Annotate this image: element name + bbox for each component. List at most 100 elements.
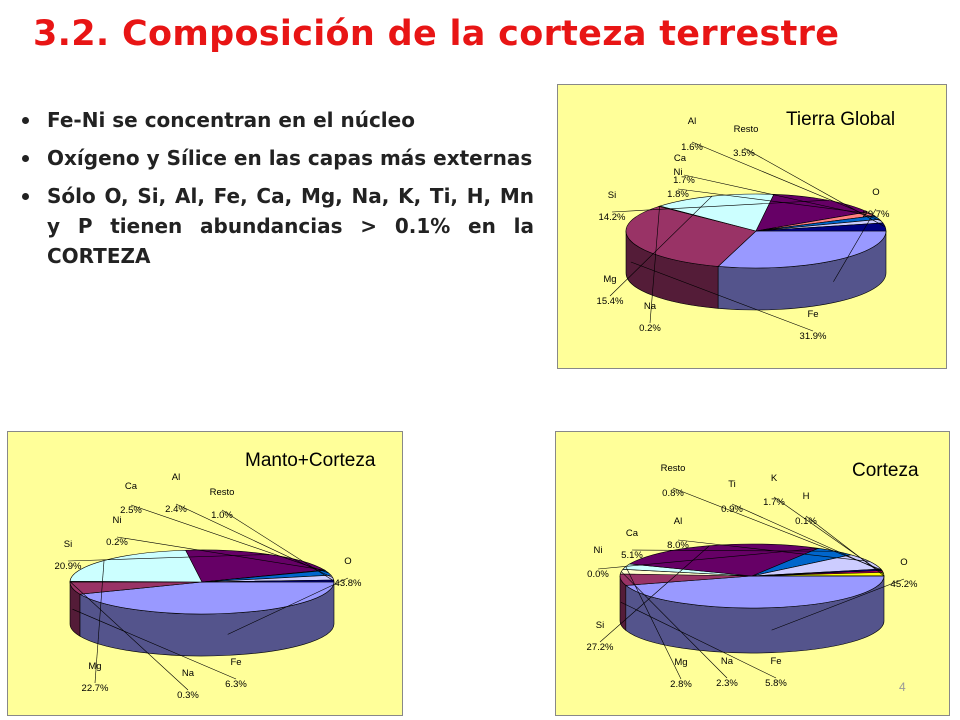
slice-label-si: Si xyxy=(64,539,72,550)
slice-label-o: O xyxy=(344,556,351,567)
leader-line-al xyxy=(175,503,333,578)
slice-label-ca: Ca xyxy=(626,528,639,539)
slice-value-resto: 1.0% xyxy=(211,510,233,521)
leader-line-k xyxy=(773,496,884,575)
leader-line-fe xyxy=(620,601,777,679)
slice-value-h: 0.1% xyxy=(795,516,817,527)
slice-value-ca: 1.7% xyxy=(673,175,695,186)
slice-value-fe: 31.9% xyxy=(800,331,827,342)
leader-line-mg xyxy=(609,195,713,297)
slice-value-o: 29.7% xyxy=(863,209,890,220)
slice-value-ca: 5.1% xyxy=(621,550,643,561)
slice-label-na: Na xyxy=(644,301,657,312)
pie-slice-mg xyxy=(69,549,203,583)
bullet-dot-icon xyxy=(22,117,29,124)
pie-slice-resto xyxy=(201,579,335,583)
leader-line-na xyxy=(69,581,189,691)
slice-label-ni: Ni xyxy=(594,545,603,556)
slice-label-mg: Mg xyxy=(674,657,687,668)
slice-label-h: H xyxy=(803,491,810,502)
leader-line-mg xyxy=(94,560,105,684)
chart-manto-corteza: O 43.8% Fe 6.3% Na 0.3% Mg 22.7% Si 20.9% Ni 0.2% Ca… xyxy=(7,431,403,716)
slice-value-ni: 0.2% xyxy=(106,537,128,548)
leader-line-ca xyxy=(631,549,836,552)
slice-value-si: 27.2% xyxy=(587,642,614,653)
bullet-dot-icon xyxy=(22,155,29,162)
slice-value-ti: 0.9% xyxy=(721,504,743,515)
slide-title: 3.2. Composición de la corteza terrestre xyxy=(33,14,840,54)
slice-label-mg: Mg xyxy=(603,274,616,285)
slice-value-al: 8.0% xyxy=(667,540,689,551)
slice-label-na: Na xyxy=(182,668,195,679)
slice-value-mg: 2.8% xyxy=(670,679,692,690)
slice-label-fe: Fe xyxy=(230,657,241,668)
pie-chart-manto-corteza: O 43.8% Fe 6.3% Na 0.3% Mg 22.7% Si 20.9% Ni 0.2% Ca… xyxy=(55,450,376,701)
bullet-list: Fe-Ni se concentran en el núcleo Oxígeno… xyxy=(22,105,534,279)
slice-label-o: O xyxy=(900,557,907,568)
slice-value-al: 2.4% xyxy=(165,504,187,515)
leader-line-o xyxy=(227,577,349,635)
leader-line-ni xyxy=(116,536,325,571)
slice-value-mg: 22.7% xyxy=(82,683,109,694)
slice-value-mg: 15.4% xyxy=(597,296,624,307)
slice-value-si: 20.9% xyxy=(55,561,82,572)
slice-value-fe: 6.3% xyxy=(225,679,247,690)
chart-title: Corteza xyxy=(852,460,919,481)
bullet-text: Fe-Ni se concentran en el núcleo xyxy=(47,108,415,132)
leader-line-mg xyxy=(625,566,682,680)
leader-line-al xyxy=(677,539,870,562)
leader-line-na xyxy=(649,206,660,324)
slice-value-na: 0.3% xyxy=(177,690,199,701)
slice-label-o: O xyxy=(872,187,879,198)
leader-line-ca xyxy=(683,174,878,218)
slice-label-resto: Resto xyxy=(210,487,235,498)
slice-label-resto: Resto xyxy=(734,124,759,135)
slice-label-fe: Fe xyxy=(770,656,781,667)
pie-chart-corteza: O 45.2% Fe 5.8% Na 2.3% Mg 2.8% Si 27.2% Ni 0.0% Ca 5… xyxy=(587,460,919,690)
bullet-item: Fe-Ni se concentran en el núcleo xyxy=(22,105,534,135)
bullet-dot-icon xyxy=(22,193,29,200)
slice-label-ni: Ni xyxy=(674,167,683,178)
chart-title: Manto+Corteza xyxy=(245,450,376,471)
page-number: 4 xyxy=(899,680,906,694)
slice-label-si: Si xyxy=(608,190,616,201)
slice-label-k: K xyxy=(771,473,778,484)
leader-line-al xyxy=(691,141,882,222)
bullet-item: Oxígeno y Sílice en las capas más extern… xyxy=(22,143,534,173)
slice-value-ni: 1.8% xyxy=(667,189,689,200)
slice-value-ni: 0.0% xyxy=(587,569,609,580)
leader-line-si xyxy=(611,199,828,213)
slice-value-k: 1.7% xyxy=(763,497,785,508)
slice-label-al: Al xyxy=(674,516,682,527)
chart-title: Tierra Global xyxy=(786,109,895,130)
pie-slice-o xyxy=(79,581,335,615)
slice-label-al: Al xyxy=(172,472,180,483)
slice-label-ca: Ca xyxy=(125,481,138,492)
chart-corteza: O 45.2% Fe 5.8% Na 2.3% Mg 2.8% Si 27.2% Ni 0.0% Ca 5… xyxy=(555,431,950,716)
bullet-text: Sólo O, Si, Al, Fe, Ca, Mg, Na, K, Ti, H… xyxy=(47,184,534,268)
slice-value-na: 2.3% xyxy=(716,678,738,689)
slice-label-ti: Ti xyxy=(728,479,736,490)
pie-slice-o xyxy=(625,575,885,609)
bullet-text: Oxígeno y Sílice en las capas más extern… xyxy=(47,146,533,170)
leader-line-si xyxy=(67,554,269,562)
pie-chart-tierra-global: O 29.7% Fe 31.9% Na 0.2% Mg 15.4% Si 14.2% Ni 1.8% C… xyxy=(597,109,896,342)
leader-line-fe xyxy=(630,261,814,332)
leader-line-o xyxy=(833,208,877,282)
slice-value-fe: 5.8% xyxy=(765,678,787,689)
leader-line-o xyxy=(771,578,905,631)
chart-tierra-global: O 29.7% Fe 31.9% Na 0.2% Mg 15.4% Si 14.2% Ni 1.8% C… xyxy=(557,84,947,369)
slice-label-mg: Mg xyxy=(88,661,101,672)
slice-value-o: 45.2% xyxy=(891,579,918,590)
slice-value-al: 1.6% xyxy=(681,142,703,153)
slice-label-ca: Ca xyxy=(674,153,687,164)
slice-label-al: Al xyxy=(688,116,696,127)
leader-line-resto xyxy=(672,487,882,571)
slice-value-na: 0.2% xyxy=(639,323,661,334)
slice-label-ni: Ni xyxy=(113,515,122,526)
slice-label-si: Si xyxy=(596,620,604,631)
leader-line-resto xyxy=(743,147,886,228)
leader-line-resto xyxy=(221,509,335,582)
slice-label-fe: Fe xyxy=(807,309,818,320)
slice-value-resto: 3.5% xyxy=(733,148,755,159)
